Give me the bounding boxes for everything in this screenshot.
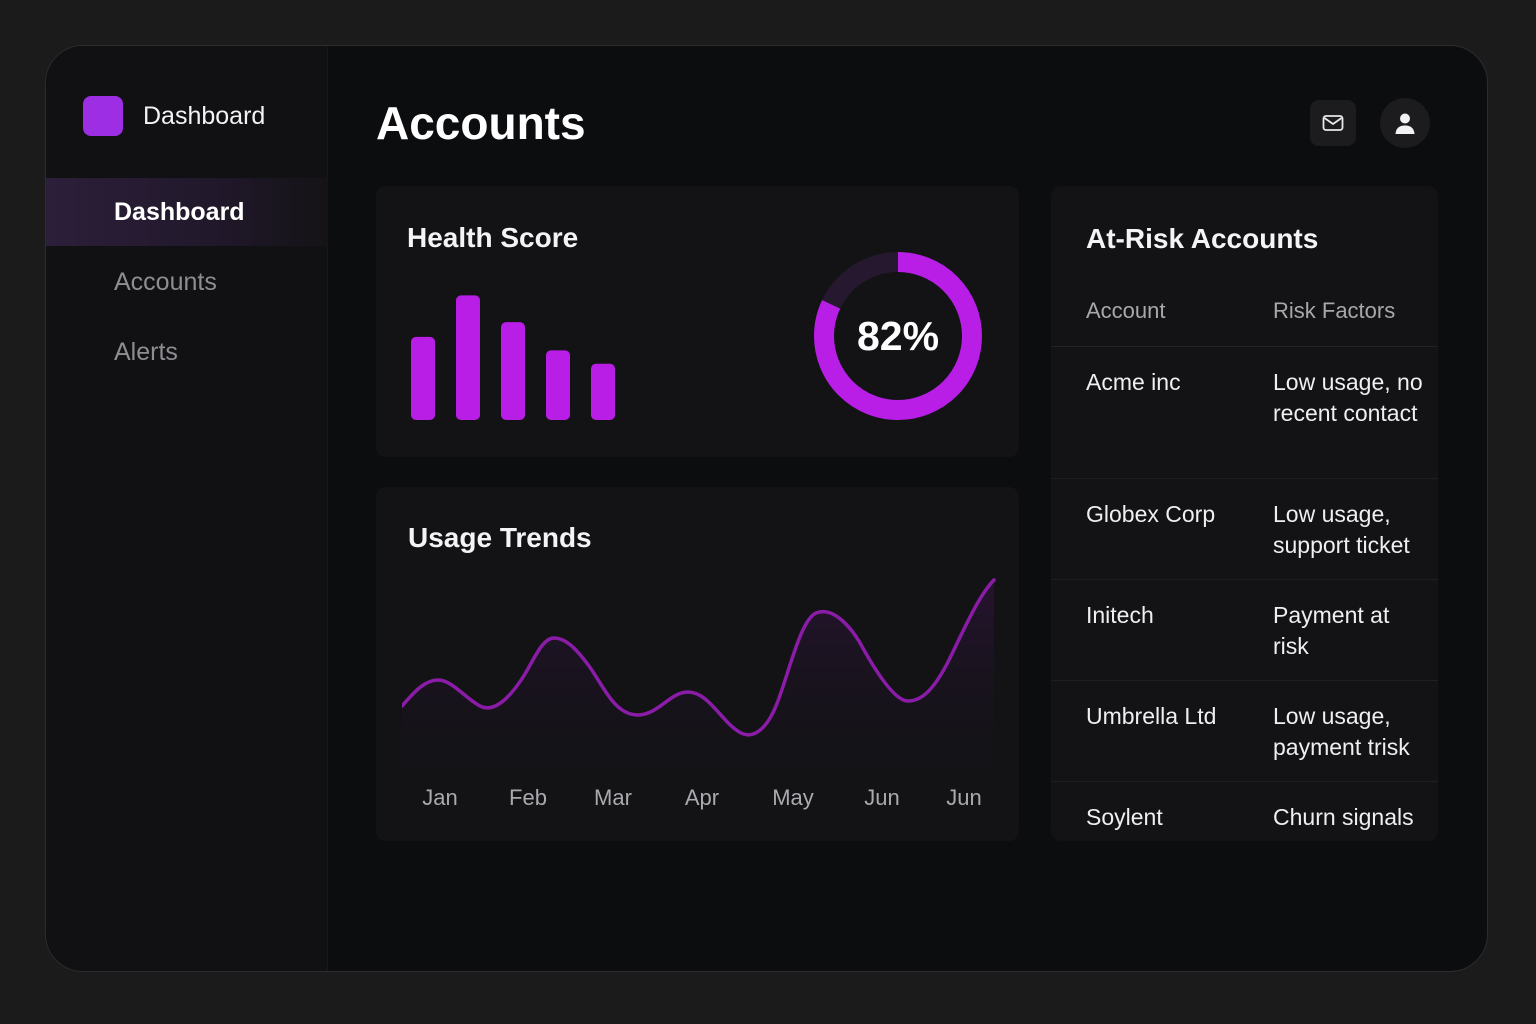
donut-progress-arc	[814, 252, 982, 420]
usage-trend-area	[402, 580, 994, 769]
usage-trend-line	[402, 578, 996, 737]
column-header-account: Account	[1086, 298, 1166, 323]
month-label: Apr	[684, 785, 720, 810]
table-row[interactable]: Globex Corp Low usage, support ticket	[1051, 479, 1438, 580]
sidebar-item-dashboard[interactable]: Dashboard	[46, 178, 328, 246]
brand-logo-icon	[83, 96, 123, 136]
health-score-card: Health Score 82%	[376, 186, 1019, 457]
month-label: Jan	[422, 785, 458, 810]
usage-trend-chart	[402, 578, 996, 769]
brand[interactable]: Dashboard	[83, 96, 265, 136]
app-window: Dashboard Dashboard Accounts Alerts Acco…	[45, 45, 1488, 972]
brand-label: Dashboard	[143, 101, 266, 130]
health-bar-chart	[411, 295, 615, 420]
table-row[interactable]: Umbrella Ltd Low usage, payment trisk	[1051, 681, 1438, 782]
account-name: Globex Corp	[1086, 501, 1216, 527]
sidebar: Dashboard Dashboard Accounts Alerts	[46, 46, 328, 971]
month-axis: Jan Feb Mar Apr May Jun Jun	[402, 785, 996, 815]
sidebar-item-accounts[interactable]: Accounts	[114, 268, 217, 296]
mail-button[interactable]	[1310, 100, 1356, 146]
month-label: Mar	[594, 785, 632, 810]
risk-factors: Low usage, payment trisk	[1273, 703, 1410, 760]
month-label: Jun	[946, 785, 982, 810]
account-name: Initech	[1086, 602, 1154, 628]
month-label: Feb	[509, 785, 547, 810]
user-button[interactable]	[1380, 98, 1430, 148]
usage-trends-card: Usage Trends Jan Feb Mar Apr May Jun Jun	[376, 487, 1019, 841]
column-header-risk-factors: Risk Factors	[1273, 298, 1396, 323]
account-name: Soylent	[1086, 804, 1163, 830]
sidebar-nav: Dashboard Accounts Alerts	[46, 178, 328, 388]
health-bar	[591, 363, 615, 420]
sidebar-item-alerts[interactable]: Alerts	[114, 338, 178, 366]
health-bar	[546, 350, 570, 420]
risk-factors: Low usage, support ticket	[1273, 501, 1410, 558]
table-row[interactable]: Soylent Churn signals	[1051, 782, 1438, 841]
month-label: Jun	[864, 785, 900, 810]
page-title: Accounts	[376, 97, 586, 149]
account-name: Acme inc	[1086, 369, 1181, 395]
health-bar	[411, 336, 435, 420]
health-score-value: 82%	[857, 313, 939, 359]
health-score-donut: 82%	[814, 252, 982, 420]
risk-factors: Low usage, no recent contact	[1273, 369, 1423, 426]
risk-factors: Payment at risk	[1273, 602, 1390, 659]
table-header: Account Risk Factors	[1051, 286, 1438, 347]
table-row[interactable]: Initech Payment at risk	[1051, 580, 1438, 681]
health-bar	[456, 295, 480, 420]
health-bar	[501, 322, 525, 420]
at-risk-accounts-card: At-Risk Accounts Account Risk Factors Ac…	[1051, 186, 1438, 841]
user-icon	[1395, 113, 1415, 134]
table-row[interactable]: Acme inc Low usage, no recent contact	[1051, 347, 1438, 479]
health-score-title: Health Score	[407, 222, 579, 253]
account-name: Umbrella Ltd	[1086, 703, 1217, 729]
risk-factors: Churn signals	[1273, 804, 1414, 830]
month-label: May	[772, 785, 814, 810]
usage-trends-title: Usage Trends	[408, 522, 592, 553]
at-risk-accounts-title: At-Risk Accounts	[1086, 223, 1319, 254]
mail-icon	[1322, 115, 1344, 131]
